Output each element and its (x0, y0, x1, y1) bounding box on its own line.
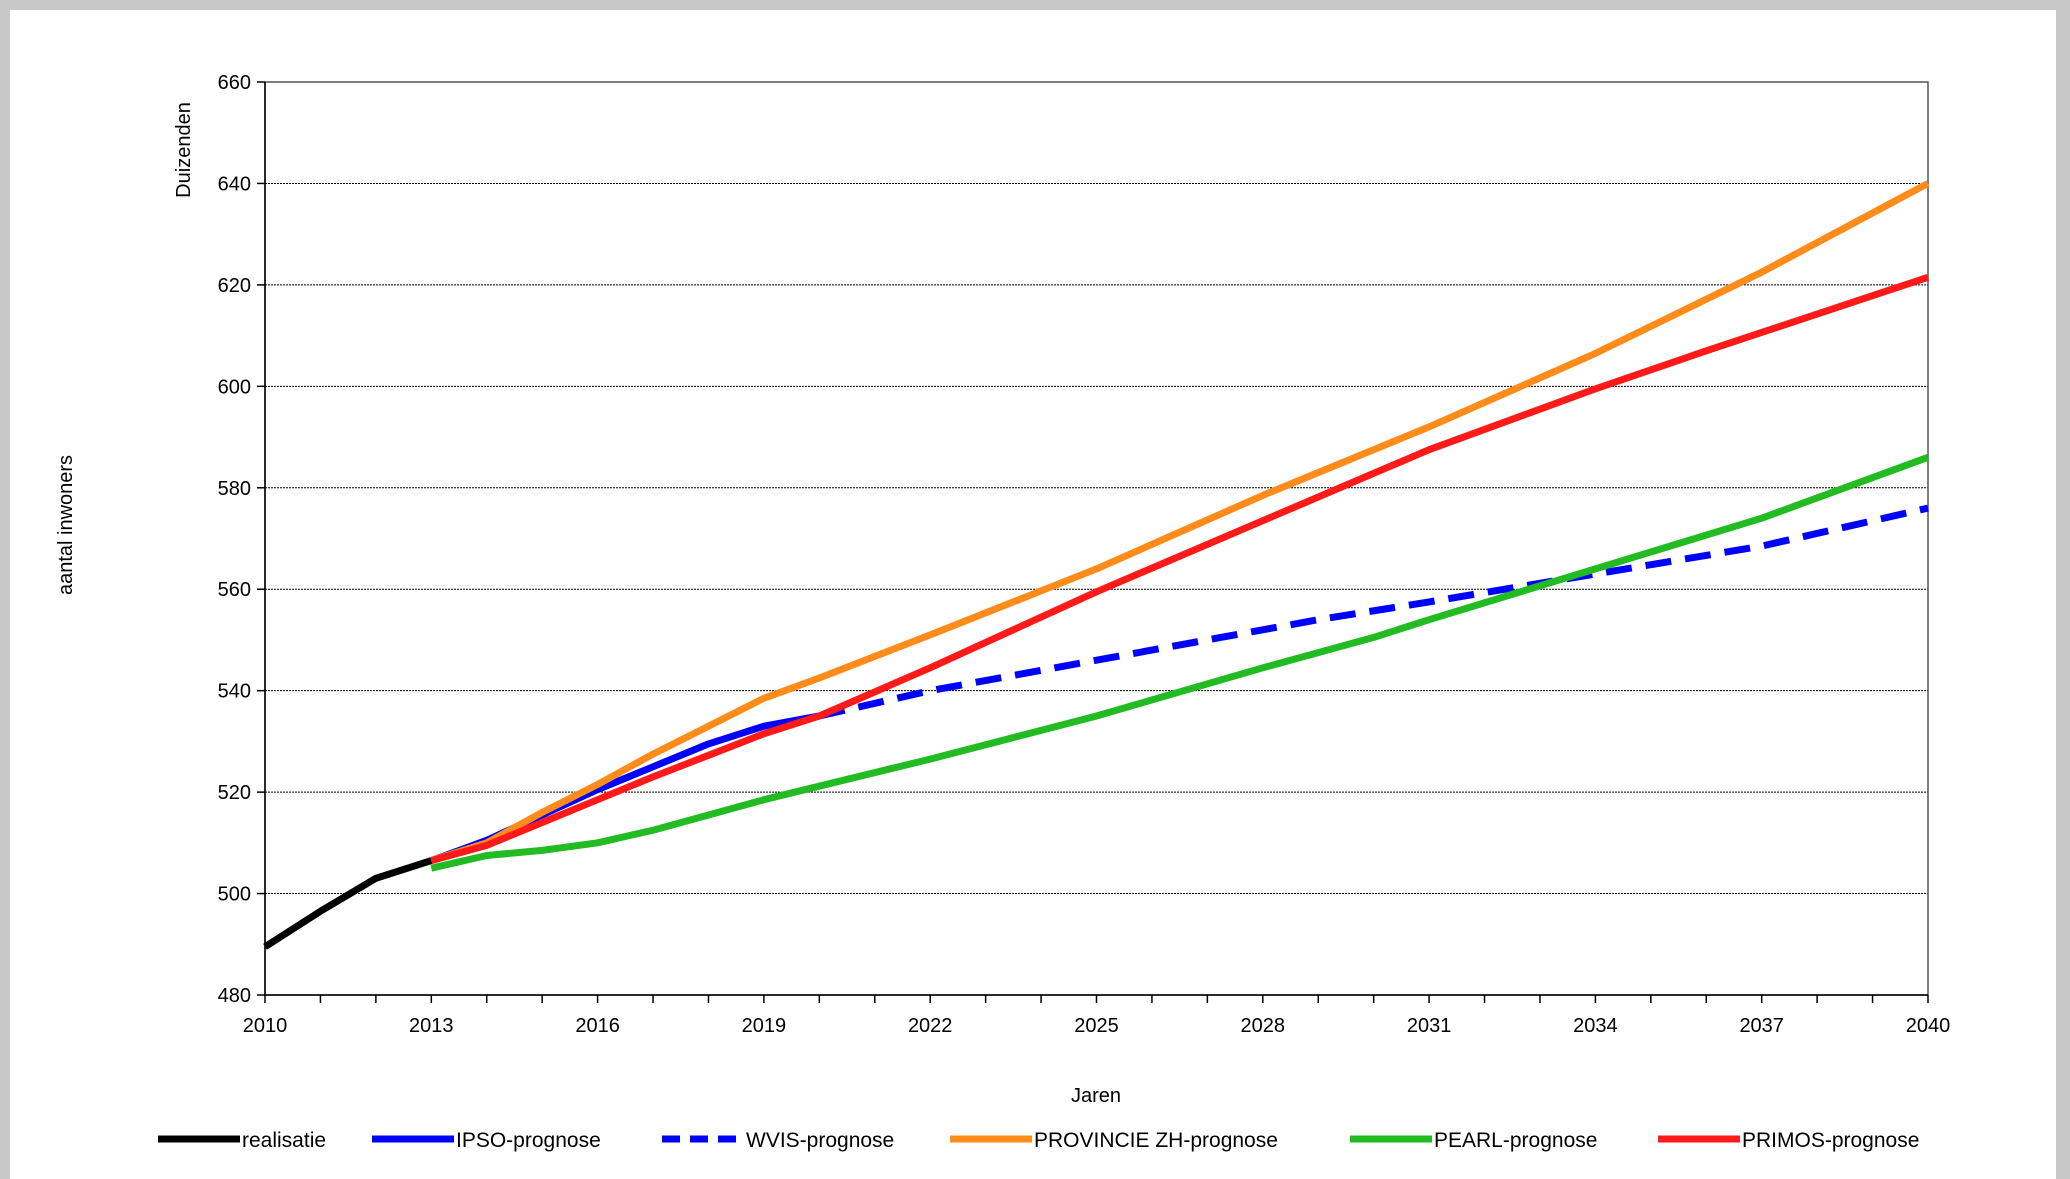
legend-label-primos-prognose: PRIMOS-prognose (1742, 1129, 1919, 1152)
x-tick-label: 2010 (243, 1015, 288, 1037)
x-tick-label: 2031 (1407, 1015, 1452, 1037)
y-tick-label: 500 (218, 884, 251, 906)
y-tick-label: 520 (218, 782, 251, 804)
x-tick-label: 2013 (409, 1015, 454, 1037)
plot-area-border (264, 81, 1929, 996)
line-chart: 2010 2013 2016 2019 2022 2025 2028 2031 2034 2037… (55, 72, 1951, 1152)
series-line-pearl-prognose (430, 454, 1930, 872)
chart-frame: 2010 2013 2016 2019 2022 2025 2028 2031 2034 2037… (10, 10, 2056, 1179)
y-tick-label: 560 (218, 579, 251, 601)
series-line-realisatie (263, 857, 433, 950)
x-axis: 2010 2013 2016 2019 2022 2025 2028 2031 2034 2037… (243, 994, 1951, 1037)
x-tick-label: 2037 (1739, 1015, 1784, 1037)
y-axis: 480 500 520 540 560 580 600 620 640 660 (218, 72, 266, 1007)
legend-label-realisatie: realisatie (242, 1129, 326, 1152)
y-tick-label: 480 (218, 985, 251, 1007)
y-tick-label: 580 (218, 478, 251, 500)
x-tick-label: 2028 (1241, 1015, 1286, 1037)
y-tick-label: 540 (218, 681, 251, 703)
y-tick-label: 620 (218, 275, 251, 297)
y-axis-title: aantal inwoners (55, 455, 77, 595)
x-tick-label: 2025 (1074, 1015, 1119, 1037)
x-tick-label: 2040 (1906, 1015, 1951, 1037)
legend-label-pearl-prognose: PEARL-prognose (1434, 1129, 1597, 1152)
y-tick-label: 660 (218, 72, 251, 94)
legend-label-wvis-prognose: WVIS-prognose (746, 1129, 894, 1152)
x-axis-title: Jaren (1071, 1085, 1121, 1107)
legend-label-ipso-prognose: IPSO-prognose (456, 1129, 601, 1152)
x-tick-label: 2022 (908, 1015, 953, 1037)
x-tick-label: 2034 (1573, 1015, 1618, 1037)
y-tick-label: 600 (218, 376, 251, 398)
x-tick-label: 2019 (742, 1015, 787, 1037)
gridlines (265, 182, 1928, 895)
series-lines (263, 180, 1930, 950)
legend: realisatie IPSO-prognose WVIS-prognose PROV… (158, 1129, 1919, 1152)
legend-label-provincie-zh-prognose: PROVINCIE ZH-prognose (1034, 1129, 1278, 1152)
y-tick-label: 640 (218, 173, 251, 195)
y-unit-label: Duizenden (173, 102, 195, 198)
series-line-wvis-prognose (818, 504, 1929, 720)
series-line-provincie-zh-prognose (430, 180, 1930, 864)
series-line-primos-prognose (430, 273, 1930, 864)
x-tick-label: 2016 (575, 1015, 620, 1037)
